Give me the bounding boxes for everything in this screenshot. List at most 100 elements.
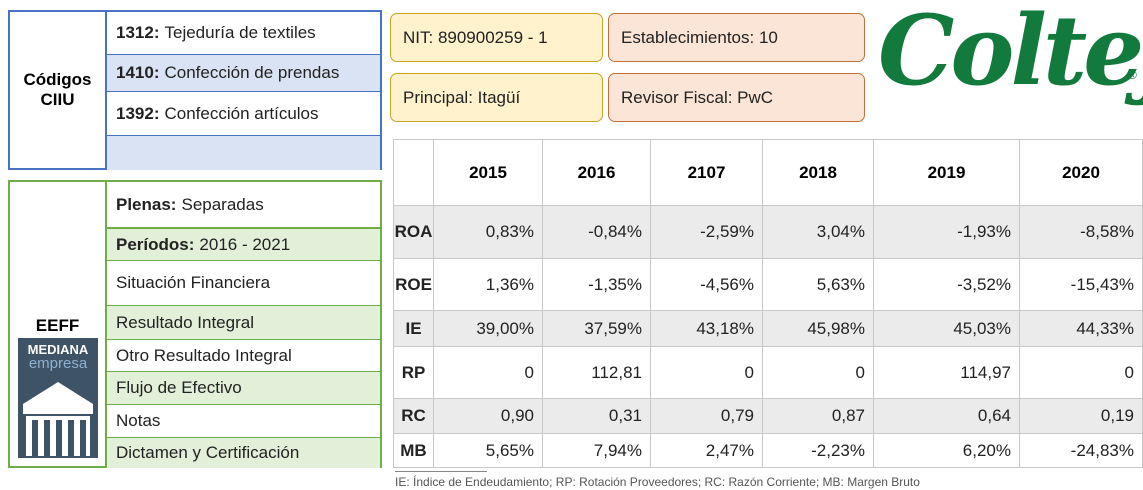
- eeff-text: Flujo de Efectivo: [116, 378, 242, 397]
- value-cell: 0,87: [762, 398, 874, 434]
- value-cell: 5,65%: [433, 433, 543, 468]
- eeff-bold: Plenas:: [116, 194, 177, 214]
- value-cell: 0,64: [873, 398, 1020, 434]
- eeff-label-cell: EEFF MEDIANA empresa: [10, 182, 107, 466]
- eeff-text: Resultado Integral: [116, 312, 254, 332]
- value-cell: 45,03%: [873, 310, 1020, 347]
- ciiu-box: Códigos CIIU 1312: Tejeduría de textiles 1…: [8, 10, 382, 170]
- value-cell: 44,33%: [1019, 310, 1143, 347]
- eeff-text: Situación Financiera: [116, 273, 271, 292]
- building-icon: [23, 382, 93, 456]
- eeff-text: Notas: [116, 411, 161, 430]
- value-cell: 5,63%: [762, 258, 874, 311]
- eeff-row: Plenas: Separadas: [107, 182, 380, 227]
- data-row: RP 0 112,81 0 0 114,97 0: [393, 346, 1143, 399]
- eeff-row: Dictamen y Certificación: [107, 437, 380, 468]
- year-header: 2019: [873, 139, 1020, 206]
- info-box: NIT: 890900259 - 1: [390, 13, 603, 62]
- value-cell: -2,23%: [762, 433, 874, 468]
- value-cell: 0,31: [542, 398, 651, 434]
- ciiu-row: 1392: Confección artículos: [107, 92, 380, 135]
- logo-line2: empresa: [28, 355, 88, 372]
- value-cell: -1,35%: [542, 258, 651, 311]
- logo-mark: ®: [1128, 68, 1137, 82]
- value-cell: 0,19: [1019, 398, 1143, 434]
- ciiu-name: Confección de prendas: [164, 63, 340, 82]
- eeff-label: EEFF: [35, 316, 80, 335]
- year-header: 2016: [542, 139, 651, 206]
- eeff-row: Otro Resultado Integral: [107, 339, 380, 371]
- eeff-text: Dictamen y Certificación: [116, 443, 300, 462]
- year-header: 2020: [1019, 139, 1143, 206]
- eeff-row: Situación Financiera: [107, 260, 380, 305]
- table-wrap: 2015 2016 2107 2018 2019 2020 ROA 0,83% -0,84% -2…: [393, 139, 1143, 469]
- value-cell: -4,56%: [650, 258, 763, 311]
- data-row: RC 0,90 0,31 0,79 0,87 0,64 0,19: [393, 398, 1143, 434]
- year-header: 2018: [762, 139, 874, 206]
- value-cell: -8,58%: [1019, 205, 1143, 259]
- year-header: 2015: [433, 139, 543, 206]
- ciiu-row: 1312: Tejeduría de textiles: [107, 12, 380, 54]
- empty-row: [107, 135, 380, 170]
- data-row: ROA 0,83% -0,84% -2,59% 3,04% -1,93% -8,58%: [393, 205, 1143, 259]
- value-cell: 0: [762, 346, 874, 399]
- value-cell: 7,94%: [542, 433, 651, 468]
- value-cell: 45,98%: [762, 310, 874, 347]
- footnote-rule: [395, 471, 487, 472]
- colteje-logo: Coltejer ®: [878, 2, 1143, 127]
- logo-text: Coltejer: [878, 2, 1143, 107]
- row-label: RP: [393, 346, 434, 399]
- ciiu-code: 1410:: [116, 63, 160, 82]
- row-label: RC: [393, 398, 434, 434]
- value-cell: 6,20%: [873, 433, 1020, 468]
- value-cell: -24,83%: [1019, 433, 1143, 468]
- eeff-text: Otro Resultado Integral: [116, 345, 292, 365]
- eeff-row: Resultado Integral: [107, 305, 380, 339]
- value-cell: 43,18%: [650, 310, 763, 347]
- data-row: IE 39,00% 37,59% 43,18% 45,98% 45,03% 44,33%: [393, 310, 1143, 347]
- eeff-text: 2016 - 2021: [199, 234, 291, 254]
- logo-line1: MEDIANA: [27, 342, 89, 357]
- value-cell: 0: [433, 346, 543, 399]
- data-row: MB 5,65% 7,94% 2,47% -2,23% 6,20% -24,83%: [393, 433, 1143, 468]
- value-cell: 1,36%: [433, 258, 543, 311]
- ciiu-name: Confección artículos: [164, 103, 319, 123]
- ciiu-label: Códigos CIIU: [10, 12, 107, 168]
- footnote: IE: Índice de Endeudamiento; RP: Rotació…: [395, 475, 920, 489]
- value-cell: 114,97: [873, 346, 1020, 399]
- value-cell: -3,52%: [873, 258, 1020, 311]
- year-header: 2107: [650, 139, 763, 206]
- value-cell: 0,79: [650, 398, 763, 434]
- info-box: Revisor Fiscal: PwC: [608, 73, 865, 122]
- value-cell: 2,47%: [650, 433, 763, 468]
- data-row: ROE 1,36% -1,35% -4,56% 5,63% -3,52% -15,43%: [393, 258, 1143, 311]
- value-cell: 112,81: [542, 346, 651, 399]
- info-box: Principal: Itagüí: [390, 73, 603, 122]
- ciiu-code: 1312:: [116, 23, 160, 42]
- row-label: ROA: [393, 205, 434, 259]
- value-cell: 0: [1019, 346, 1143, 399]
- corner-cell: [393, 139, 434, 206]
- value-cell: -0,84%: [542, 205, 651, 259]
- value-cell: -1,93%: [873, 205, 1020, 259]
- value-cell: 0,83%: [433, 205, 543, 259]
- ciiu-row: 1410: Confección de prendas: [107, 54, 380, 92]
- value-cell: 3,04%: [762, 205, 874, 259]
- mediana-logo: MEDIANA empresa: [18, 338, 98, 458]
- eeff-row: Flujo de Efectivo: [107, 371, 380, 404]
- value-cell: 0,90: [433, 398, 543, 434]
- ciiu-code: 1392:: [116, 103, 160, 123]
- row-label: ROE: [393, 258, 434, 311]
- eeff-row: Notas: [107, 404, 380, 437]
- eeff-box: EEFF MEDIANA empresa Plenas: Separadas Per…: [8, 180, 382, 468]
- header-row: 2015 2016 2107 2018 2019 2020: [393, 139, 1143, 206]
- row-label: MB: [393, 433, 434, 468]
- ratios-table: 2015 2016 2107 2018 2019 2020 ROA 0,83% -0,84% -2…: [393, 139, 1143, 468]
- value-cell: 39,00%: [433, 310, 543, 347]
- value-cell: -15,43%: [1019, 258, 1143, 311]
- eeff-bold: Períodos:: [116, 234, 195, 254]
- info-box: Establecimientos: 10: [608, 13, 865, 62]
- row-label: IE: [393, 310, 434, 347]
- eeff-text: Separadas: [181, 194, 264, 214]
